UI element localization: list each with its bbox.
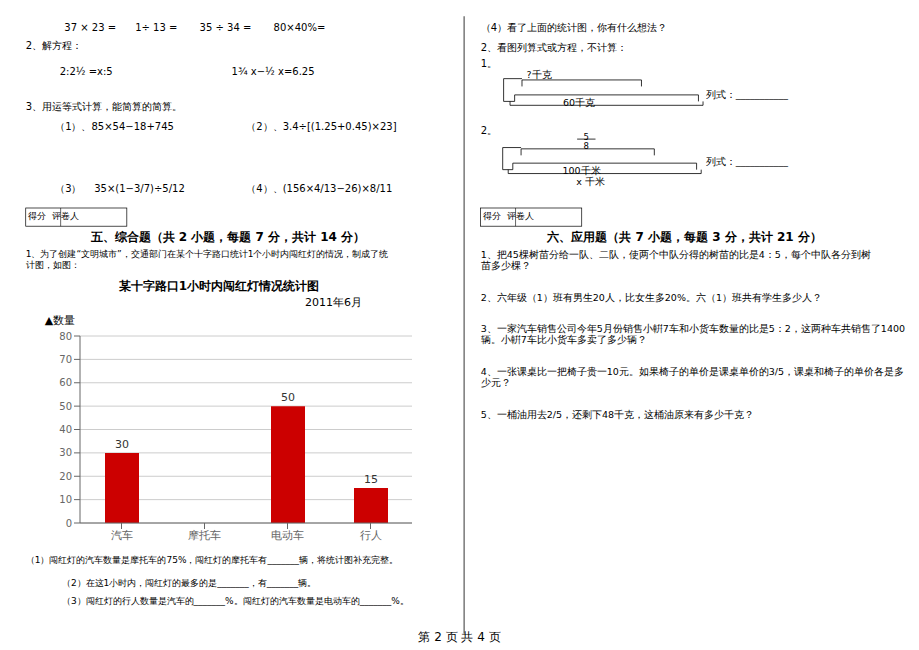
html-text:37 × 23 = 1÷ 13 = 35 ÷ 34 = 80: 37 × 23 = 1÷ 13 = 35 ÷ 34 = 80×40%= (64, 22, 326, 34)
html-text:?千克: ?千克 (526, 68, 552, 80)
html-text:2、看图列算式或方程，不计算：: 2、看图列算式或方程，不计算： (480, 41, 627, 53)
html-text:3、一家汽车销售公司今年5月份销售小輧7车和小货车数量的比是: 3、一家汽车销售公司今年5月份销售小輧7车和小货车数量的比是5：2，这两种车共销… (480, 322, 905, 334)
html-text:计图，如图：: 计图，如图： (25, 260, 80, 271)
svg-text:20: 20 (59, 471, 72, 482)
html-text:x 千米: x 千米 (576, 176, 605, 188)
html-text:某十字路口1小时内闯红灯情况统计图: 某十字路口1小时内闯红灯情况统计图 (118, 279, 320, 293)
svg-text:80: 80 (59, 331, 72, 342)
html-text:辆。小輧7车比小货车多卖了多少辆？: 辆。小輧7车比小货车多卖了多少辆？ (480, 334, 647, 346)
html-text:（2）在这1小时内，闯红灯的最多的是_______，有___: （2）在这1小时内，闯红灯的最多的是_______，有_______辆。 (53, 577, 317, 588)
html-text:（3） 35×(1−3/7)÷5/12: （3） 35×(1−3/7)÷5/12 (55, 182, 185, 194)
html-text:2、解方程：: 2、解方程： (25, 39, 83, 51)
svg-text:50: 50 (59, 401, 72, 412)
html-text:1。: 1。 (480, 57, 497, 69)
html-text:苗多少棵？: 苗多少棵？ (480, 260, 531, 272)
svg-text:行人: 行人 (360, 529, 382, 542)
html-text:六、应用题（共 7 小题，每题 3 分，共计 21 分）: 六、应用题（共 7 小题，每题 3 分，共计 21 分） (547, 229, 822, 244)
svg-text:汽车: 汽车 (111, 529, 133, 542)
html-text:1、把45棵树苗分给一队、二队，使两个中队分得的树苗的比是4: 1、把45棵树苗分给一队、二队，使两个中队分得的树苗的比是4：5，每个中队各分到… (480, 248, 871, 260)
html-text:2、六年级（1）班有男生20人，比女生多20%。六（1）班共: 2、六年级（1）班有男生20人，比女生多20%。六（1）班共有学生多少人？ (480, 291, 822, 303)
html-text:5、一桶油用去2/5，还剩下48千克，这桶油原来有多少千克？: 5、一桶油用去2/5，还剩下48千克，这桶油原来有多少千克？ (480, 408, 754, 420)
html-text:8: 8 (583, 141, 589, 152)
html-text:（2）、3.4÷[(1.25+0.45)×23]: （2）、3.4÷[(1.25+0.45)×23] (246, 120, 397, 132)
svg-text:▲数量: ▲数量 (45, 314, 75, 327)
svg-text:40: 40 (59, 424, 72, 435)
html-text:（4）看了上面的统计图，你有什么想法？: （4）看了上面的统计图，你有什么想法？ (480, 22, 667, 34)
html-text:（1）闯红灯的汽车数量是摩托车的75%，闯红灯的摩托车有__: （1）闯红灯的汽车数量是摩托车的75%，闯红灯的摩托车有_______辆，将统计… (25, 554, 398, 565)
svg-text:0: 0 (66, 518, 72, 529)
html-text:100千米: 100千米 (562, 164, 601, 176)
html-text:五、综合题（共 2 小题，每题 7 分，共计 14 分）: 五、综合题（共 2 小题，每题 7 分，共计 14 分） (90, 229, 366, 244)
html-text:5: 5 (583, 131, 589, 142)
svg-text:30: 30 (59, 447, 72, 458)
html-text:1¾ x−½ x=6.25: 1¾ x−½ x=6.25 (231, 65, 315, 77)
svg-text:60: 60 (59, 377, 72, 388)
html-text:2:2½ =x:5: 2:2½ =x:5 (59, 65, 113, 77)
html-text:列式：___________: 列式：___________ (705, 156, 788, 168)
html-text:列式：___________: 列式：___________ (705, 88, 788, 100)
html-text:2011年6月: 2011年6月 (305, 296, 362, 309)
html-text:60千克: 60千克 (562, 96, 595, 108)
html-text:得分 评卷人: 得分 评卷人 (483, 211, 534, 222)
html-text:3、用运等式计算，能简算的简算。: 3、用运等式计算，能简算的简算。 (25, 101, 183, 113)
html-text:（4）、(156×4/13−26)×8/11: （4）、(156×4/13−26)×8/11 (246, 182, 393, 194)
svg-text:10: 10 (59, 494, 72, 505)
html-text:1、为了创建“文明城市”，交通部门在某个十字路口统计1个小时: 1、为了创建“文明城市”，交通部门在某个十字路口统计1个小时内闯红灯的情况，制成… (25, 248, 389, 259)
svg-text:30: 30 (115, 438, 129, 451)
svg-text:70: 70 (59, 354, 72, 365)
svg-text:15: 15 (364, 473, 378, 486)
html-text:少元？: 少元？ (480, 377, 511, 389)
html-text:4、一张课桌比一把椅子贵一10元。如果椅子的单价是课桌单价的: 4、一张课桌比一把椅子贵一10元。如果椅子的单价是课桌单价的3/5，课桌和椅子的… (480, 365, 904, 377)
svg-text:摩托车: 摩托车 (188, 529, 221, 542)
html-text:（1）、85×54−18+745: （1）、85×54−18+745 (55, 120, 174, 132)
html-text:2。: 2。 (480, 124, 497, 136)
svg-text:电动车: 电动车 (271, 529, 304, 542)
html-text:（3）闯红灯的行人数量是汽车的_______%。闯红灯的汽车: （3）闯红灯的行人数量是汽车的_______%。闯红灯的汽车数量是电动车的___… (53, 595, 409, 606)
svg-text:50: 50 (281, 391, 295, 404)
html-text:得分 评卷人: 得分 评卷人 (28, 211, 79, 222)
html-text:第 2 页 共 4 页: 第 2 页 共 4 页 (418, 630, 501, 645)
